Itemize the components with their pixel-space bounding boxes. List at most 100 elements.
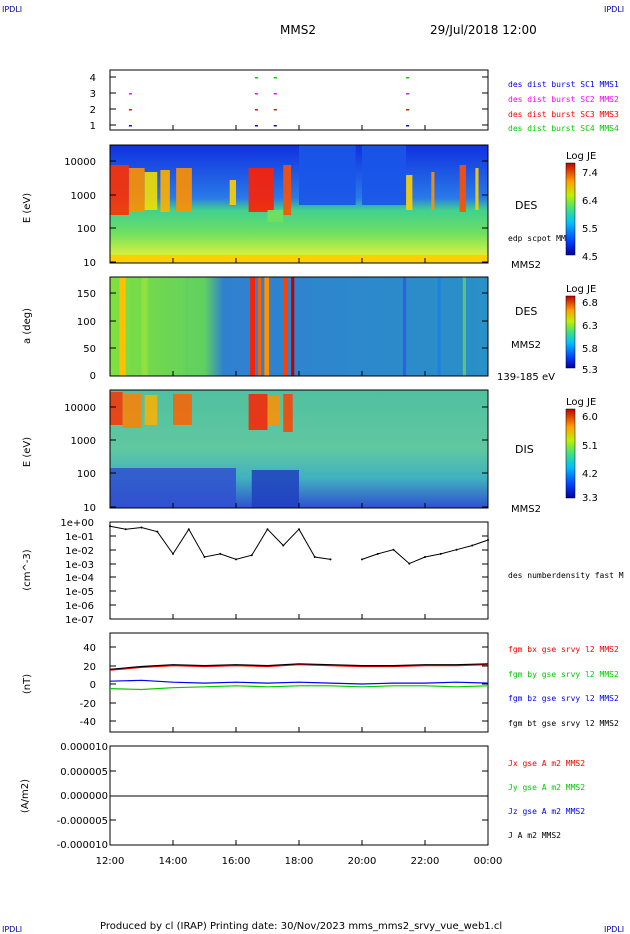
burst-panel-frame: [109, 69, 489, 131]
pitch-colorbar-title: Log JE: [566, 284, 596, 295]
burst-marks: [128, 77, 410, 127]
pitch-feature: [462, 277, 466, 376]
des-energy-feature: [128, 168, 145, 212]
xtick-0000: 00:00: [474, 856, 503, 867]
des-ytick-10000: 10000: [64, 157, 96, 168]
density-point: [124, 528, 127, 531]
mag-line-red: [109, 664, 489, 671]
density-point: [455, 548, 458, 551]
cur-ytick-1: 0.000005: [60, 767, 108, 778]
cur-label-jz: Jz gse A m2 MMS2: [508, 807, 585, 816]
dis-energy-feature: [251, 470, 299, 508]
des-energy-feature: [406, 175, 413, 210]
density-panel: 1e+00 1e-01 1e-02 1e-03 1e-04 1e-05 1e-0…: [22, 518, 624, 626]
pitch-feature: [141, 277, 148, 376]
density-point: [376, 552, 379, 555]
xtick-2000: 20:00: [348, 856, 377, 867]
burst-mark: [406, 93, 410, 95]
burst-mark: [273, 125, 277, 127]
burst-ytick-4: 4: [90, 73, 96, 84]
burst-mark: [254, 93, 258, 95]
density-point: [408, 562, 411, 565]
dis-ytick-100: 100: [77, 469, 96, 480]
density-point: [392, 548, 395, 551]
cur-ytick-2: 0.000000: [60, 791, 108, 802]
density-ytick-2: 1e-02: [65, 546, 94, 557]
density-frame: [109, 521, 489, 620]
dis-mms2-label: MMS2: [511, 504, 541, 515]
pitch-ytick-50: 50: [83, 344, 96, 355]
des-energy-feature: [299, 145, 356, 205]
pitch-cbar-tick-3: 5.3: [582, 365, 598, 376]
burst-mark: [406, 125, 410, 127]
burst-ytick-3: 3: [90, 89, 96, 100]
dis-cbar-tick-0: 6.0: [582, 412, 598, 423]
mag-line-blue: [109, 679, 489, 685]
density-point: [471, 544, 474, 547]
footer-credit: Produced by cl (IRAP) Printing date: 30/…: [100, 921, 502, 932]
dis-cbar-tick-2: 4.2: [582, 469, 598, 480]
pitch-feature: [250, 277, 255, 376]
des-energy-feature: [267, 210, 284, 222]
xtick-1200: 12:00: [96, 856, 125, 867]
des-cbar-tick-2: 5.5: [582, 224, 598, 235]
pitch-feature: [437, 277, 441, 376]
mag-ylabel: (nT): [22, 674, 33, 694]
cur-ytick-4: -0.000010: [57, 840, 108, 851]
dis-energy-feature: [173, 394, 192, 425]
density-point: [266, 528, 269, 531]
current-ylabel: (A/m2): [20, 779, 31, 813]
mag-label-bt: fgm bt gse srvy l2 MMS2: [508, 719, 619, 728]
pitch-right-label: DES: [515, 305, 537, 318]
xtick-1600: 16:00: [222, 856, 251, 867]
density-point: [109, 525, 111, 528]
dis-colorbar-title: Log JE: [566, 397, 596, 408]
dis-right-label: DIS: [515, 443, 534, 456]
density-ytick-0: 1e+00: [60, 518, 94, 529]
mag-series: [109, 663, 489, 691]
des-ytick-1000: 1000: [71, 191, 96, 202]
burst-label-sc1: des dist burst SC1 MMS1: [508, 80, 619, 89]
pitch-feature: [283, 277, 288, 376]
pitch-cbar-tick-2: 5.8: [582, 344, 598, 355]
pitch-ytick-0: 0: [90, 371, 96, 382]
des-energy-feature: [283, 165, 292, 215]
mag-label-by: fgm by gse srvy l2 MMS2: [508, 670, 619, 679]
burst-mark: [254, 77, 258, 79]
dis-energy-features: [110, 392, 299, 508]
density-ytick-3: 1e-03: [65, 560, 94, 571]
des-pitch-panel: 150 100 50 0 a (deg) DES MMS2 139-185 eV…: [22, 276, 598, 383]
pitch-ytick-150: 150: [77, 289, 96, 300]
des-energy-feature: [176, 168, 192, 212]
des-energy-feature: [110, 165, 129, 215]
xtick-2200: 22:00: [411, 856, 440, 867]
magnetic-field-panel: 40 20 0 -20 -40 (nT) fgm bx gse srvy l2 …: [22, 632, 619, 733]
corner-label-top-right: IPDLI: [604, 5, 624, 14]
pitch-feature: [258, 277, 262, 376]
density-point: [187, 528, 190, 531]
des-energy-panel: 10000 1000 100 10 E (eV) DES edp scpot M…: [22, 144, 598, 271]
dis-energy-feature: [110, 392, 123, 425]
density-series: [109, 525, 489, 565]
mag-label-bx: fgm bx gse srvy l2 MMS2: [508, 645, 619, 654]
des-right-label: DES: [515, 199, 537, 212]
pitch-cbar-tick-1: 6.3: [582, 321, 598, 332]
density-point: [172, 552, 174, 555]
des-energy-feature: [229, 180, 236, 205]
density-ylabel: (cm^-3): [22, 549, 33, 590]
des-cbar-tick-0: 7.4: [582, 168, 598, 179]
pitch-feature: [402, 277, 407, 376]
dis-energy-feature: [122, 394, 142, 428]
burst-mark: [128, 125, 132, 127]
dis-ytick-10: 10: [83, 503, 96, 514]
mag-line-black: [109, 663, 489, 670]
density-point: [140, 526, 143, 529]
density-point: [282, 544, 285, 547]
burst-mark: [406, 109, 410, 111]
burst-mark: [128, 109, 132, 111]
pitch-ytick-100: 100: [77, 317, 96, 328]
pitch-background: [110, 277, 488, 376]
burst-label-sc2: des dist burst SC2 MMS2: [508, 95, 619, 104]
des-energy-feature: [160, 170, 170, 212]
